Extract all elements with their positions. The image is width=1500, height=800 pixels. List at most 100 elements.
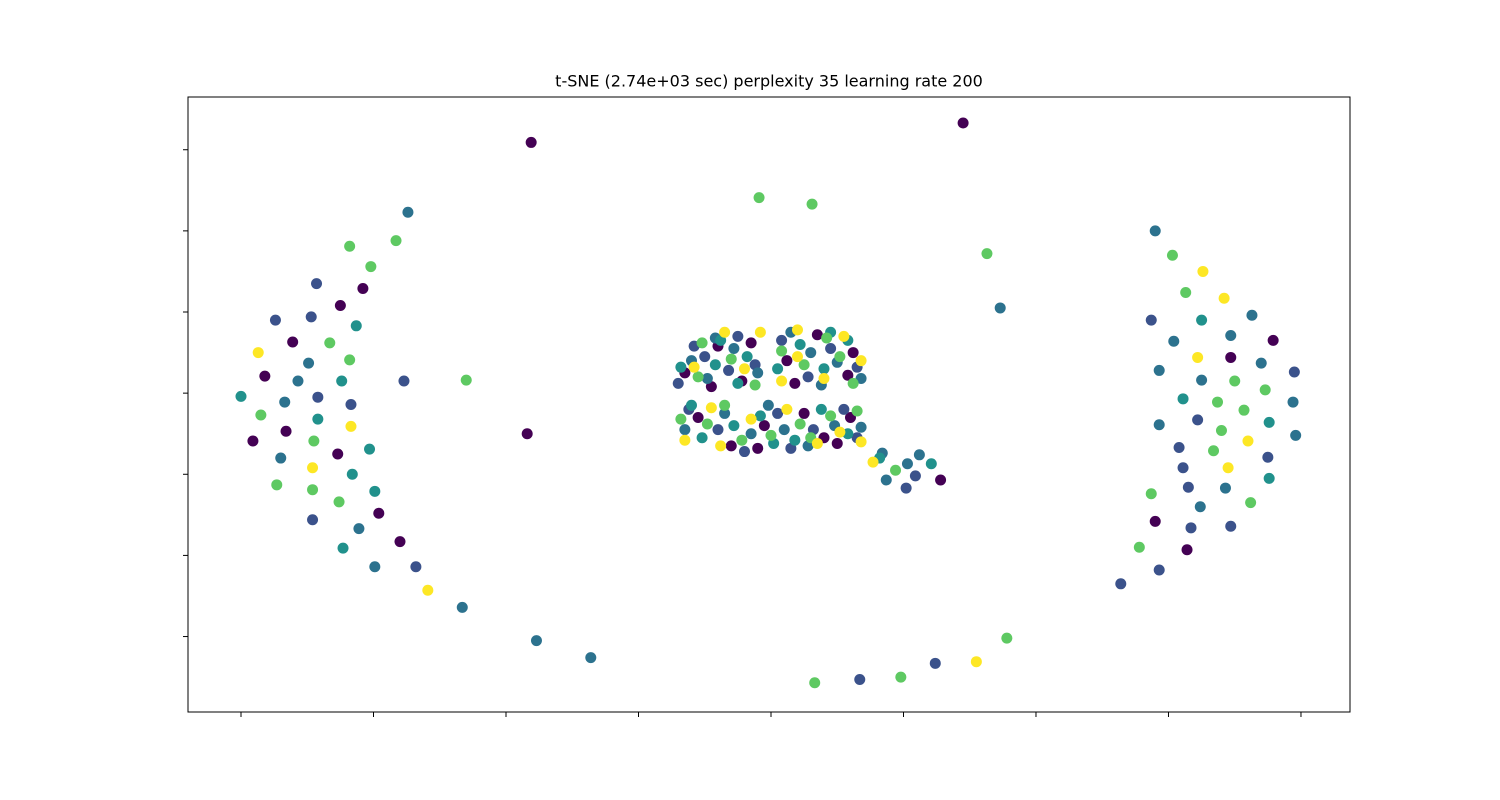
point bbox=[311, 278, 323, 290]
point bbox=[324, 337, 336, 349]
point bbox=[719, 399, 731, 411]
point bbox=[719, 407, 731, 419]
point bbox=[818, 373, 830, 385]
point bbox=[809, 677, 821, 689]
point bbox=[738, 363, 750, 375]
point bbox=[350, 320, 362, 332]
point bbox=[1180, 287, 1192, 299]
point bbox=[736, 434, 748, 446]
point bbox=[890, 464, 902, 476]
point bbox=[365, 261, 377, 273]
point bbox=[696, 432, 708, 444]
point bbox=[1238, 404, 1250, 416]
point bbox=[1182, 481, 1194, 493]
point bbox=[752, 442, 764, 454]
point bbox=[336, 375, 348, 387]
point bbox=[307, 484, 319, 496]
point bbox=[259, 370, 271, 382]
point bbox=[834, 351, 846, 363]
point bbox=[794, 418, 806, 430]
point bbox=[1225, 351, 1237, 363]
point bbox=[745, 413, 757, 425]
point bbox=[805, 347, 817, 359]
point bbox=[353, 523, 365, 535]
point bbox=[679, 424, 691, 436]
point bbox=[692, 411, 704, 423]
point bbox=[705, 381, 717, 393]
point bbox=[345, 399, 357, 410]
point bbox=[851, 405, 863, 417]
point bbox=[334, 300, 346, 312]
point bbox=[345, 420, 357, 432]
point bbox=[842, 369, 854, 381]
point bbox=[357, 282, 369, 294]
point bbox=[838, 330, 850, 342]
point bbox=[847, 377, 859, 389]
point bbox=[929, 657, 941, 669]
point bbox=[369, 561, 381, 573]
point bbox=[333, 496, 345, 508]
point bbox=[303, 357, 315, 369]
point bbox=[825, 343, 837, 355]
point bbox=[280, 425, 292, 437]
point bbox=[1225, 520, 1237, 532]
point bbox=[1173, 442, 1185, 454]
point bbox=[332, 448, 344, 460]
point bbox=[712, 424, 724, 436]
point bbox=[811, 329, 823, 341]
point bbox=[271, 479, 283, 491]
point bbox=[373, 507, 385, 519]
point bbox=[900, 482, 912, 494]
point bbox=[847, 347, 859, 359]
point bbox=[825, 410, 837, 422]
point bbox=[802, 371, 814, 383]
point bbox=[1196, 314, 1208, 326]
point bbox=[1133, 541, 1145, 553]
point bbox=[981, 248, 993, 260]
point bbox=[715, 440, 727, 452]
point bbox=[1168, 335, 1180, 347]
point bbox=[1225, 330, 1237, 342]
point bbox=[1194, 501, 1206, 513]
plot-frame bbox=[187, 96, 1351, 713]
point bbox=[252, 347, 264, 359]
point bbox=[855, 421, 867, 433]
point bbox=[794, 338, 806, 350]
point bbox=[692, 371, 704, 383]
point bbox=[867, 456, 879, 468]
point bbox=[394, 536, 406, 548]
point bbox=[312, 391, 324, 403]
point bbox=[723, 364, 735, 376]
point bbox=[815, 403, 827, 415]
point bbox=[741, 351, 753, 363]
point bbox=[732, 330, 744, 342]
point bbox=[346, 468, 358, 480]
point bbox=[749, 379, 761, 391]
point bbox=[745, 428, 757, 440]
point bbox=[679, 434, 691, 446]
point bbox=[1218, 292, 1230, 304]
point bbox=[1115, 578, 1127, 590]
point bbox=[725, 353, 737, 365]
point bbox=[307, 462, 319, 474]
point bbox=[834, 426, 846, 438]
point bbox=[1263, 472, 1275, 484]
point bbox=[732, 377, 744, 389]
point bbox=[791, 324, 803, 336]
point bbox=[1177, 393, 1189, 405]
point bbox=[675, 413, 687, 425]
point bbox=[398, 375, 410, 387]
point bbox=[709, 359, 721, 371]
point bbox=[235, 390, 247, 402]
point bbox=[525, 136, 537, 148]
point bbox=[738, 446, 750, 458]
point bbox=[855, 355, 867, 367]
point bbox=[880, 474, 892, 486]
point bbox=[460, 374, 472, 386]
point bbox=[765, 429, 777, 441]
point bbox=[1153, 564, 1165, 576]
point bbox=[821, 332, 833, 344]
point bbox=[1208, 445, 1220, 457]
